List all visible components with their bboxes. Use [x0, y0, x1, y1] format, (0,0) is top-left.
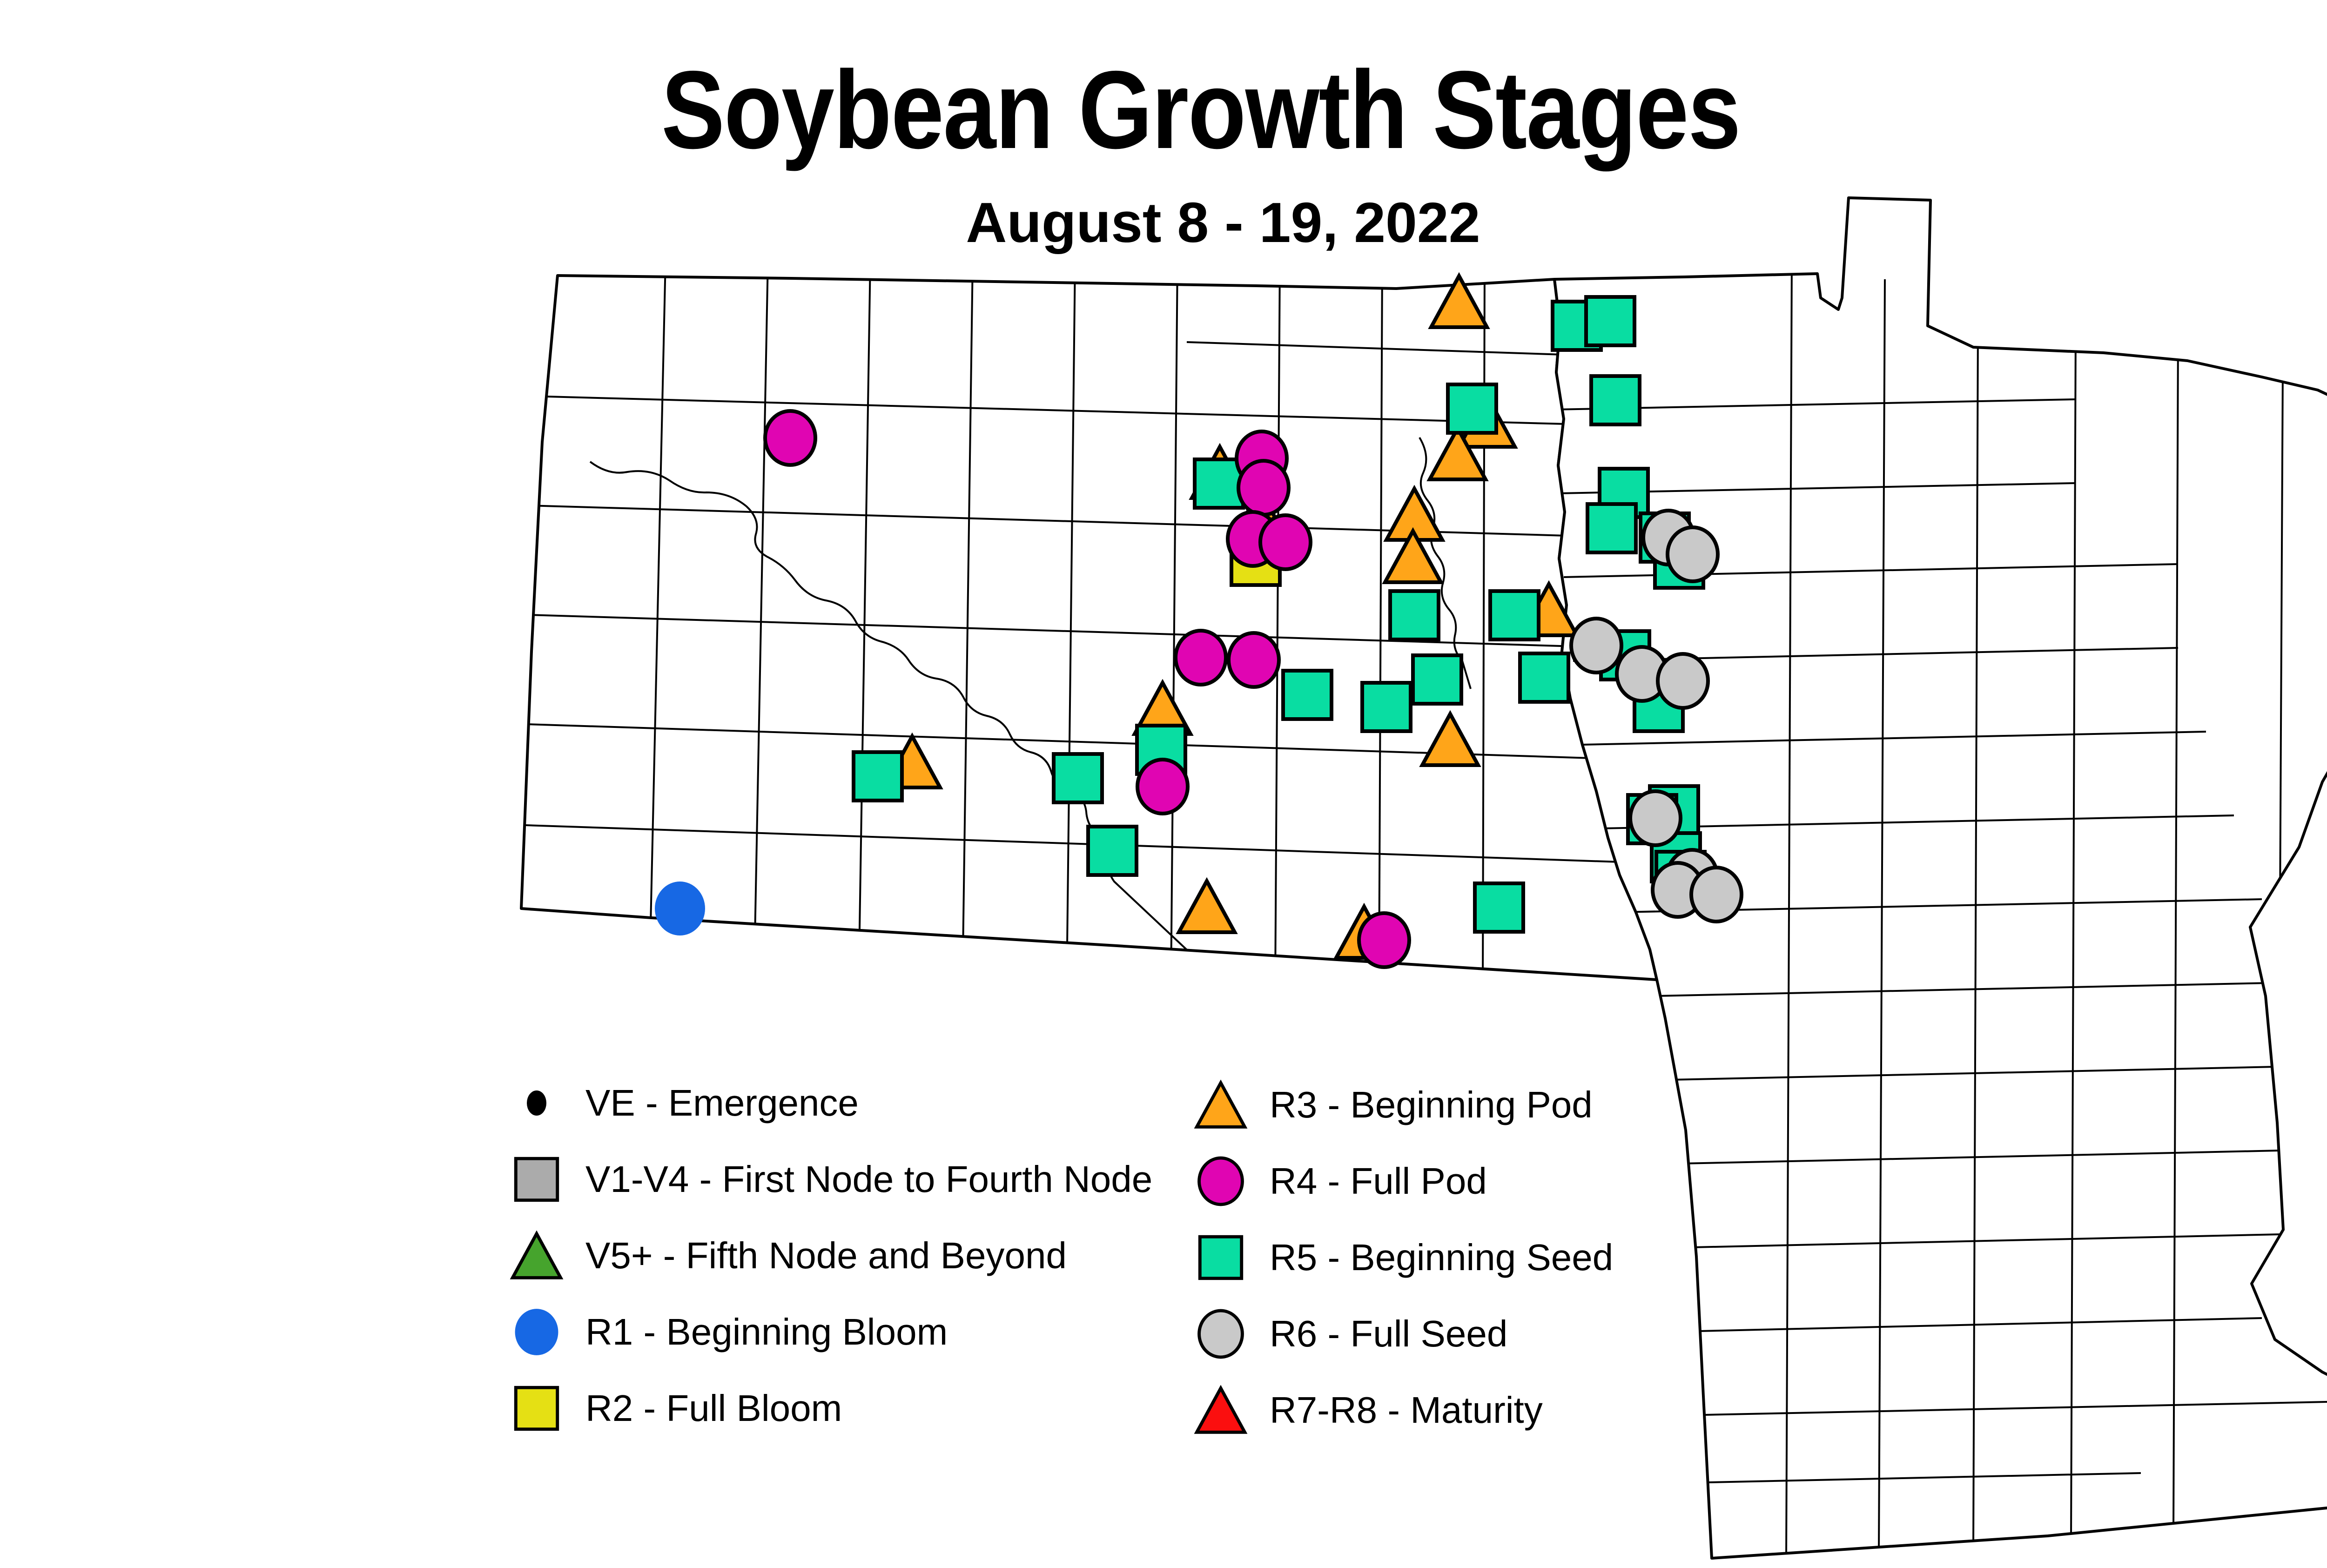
legend-item-VE: VE - Emergence — [502, 1065, 1152, 1141]
marker-R4 — [1227, 631, 1281, 689]
marker-R4 — [763, 409, 817, 467]
marker-R5 — [1589, 374, 1641, 426]
legend-circle-icon — [1197, 1309, 1244, 1359]
legend-item-V5+: V5+ - Fifth Node and Beyond — [502, 1218, 1152, 1294]
marker-R4 — [1136, 758, 1190, 815]
legend-triangle-icon — [1194, 1385, 1248, 1434]
legend-square-icon — [514, 1386, 559, 1431]
marker-R5 — [1518, 652, 1570, 704]
legend-label: VE - Emergence — [585, 1082, 859, 1124]
legend-label: R7-R8 - Maturity — [1270, 1389, 1543, 1431]
legend-item-R2: R2 - Full Bloom — [502, 1370, 1152, 1447]
legend-label: R1 - Beginning Bloom — [585, 1311, 948, 1353]
legend-dot-icon — [527, 1090, 546, 1116]
marker-R5 — [1086, 825, 1138, 877]
markers-layer — [655, 272, 1743, 969]
sheyenne-river — [1419, 437, 1472, 689]
marker-R5 — [1584, 295, 1636, 347]
page-title-text: Soybean Growth Stages — [661, 48, 1741, 172]
marker-R1 — [655, 882, 705, 935]
legend-circle-icon — [1197, 1156, 1244, 1206]
legend-item-R1: R1 - Beginning Bloom — [502, 1294, 1152, 1370]
legend-right-column: R3 - Beginning Pod R4 - Full Pod R5 - Begi… — [1186, 1067, 1613, 1448]
marker-R5 — [1360, 681, 1412, 733]
marker-R6 — [1656, 652, 1710, 710]
marker-R6 — [1666, 525, 1720, 583]
legend-item-R7-R8: R7-R8 - Maturity — [1186, 1372, 1613, 1448]
page-title: Soybean Growth Stages — [573, 47, 1828, 174]
marker-R5 — [852, 750, 904, 802]
marker-R3 — [1382, 527, 1444, 584]
legend-label: V1-V4 - First Node to Fourth Node — [585, 1158, 1153, 1200]
marker-R4 — [1258, 513, 1312, 571]
marker-R4 — [1174, 629, 1228, 686]
legend-label: R6 - Full Seed — [1270, 1313, 1508, 1354]
marker-R5 — [1473, 882, 1525, 934]
marker-R6 — [1689, 866, 1743, 923]
marker-R5 — [1586, 502, 1638, 554]
legend-left-column: VE - Emergence V1-V4 - First Node to Four… — [502, 1065, 1152, 1447]
legend-label: R2 - Full Bloom — [585, 1387, 842, 1429]
legend-item-V1-V4: V1-V4 - First Node to Fourth Node — [502, 1141, 1152, 1218]
legend-label: R3 - Beginning Pod — [1270, 1084, 1593, 1125]
marker-R5 — [1488, 589, 1540, 641]
marker-R5 — [1388, 589, 1440, 641]
legend-square-icon — [1198, 1235, 1244, 1280]
legend-label: R5 - Beginning Seed — [1270, 1237, 1614, 1278]
legend-item-R4: R4 - Full Pod — [1186, 1143, 1613, 1219]
marker-R5 — [1052, 752, 1104, 804]
marker-R4 — [1357, 911, 1411, 969]
marker-R6 — [1628, 789, 1682, 847]
marker-R5 — [1446, 383, 1498, 435]
legend-triangle-icon — [1194, 1079, 1248, 1129]
legend-square-icon — [514, 1157, 559, 1202]
marker-R4 — [1237, 459, 1291, 517]
marker-R6 — [1569, 617, 1623, 674]
legend-label: R4 - Full Pod — [1270, 1160, 1487, 1202]
legend-label: V5+ - Fifth Node and Beyond — [585, 1235, 1067, 1276]
legend-circle-icon — [515, 1309, 558, 1355]
marker-R5 — [1411, 653, 1463, 706]
marker-R3 — [1419, 710, 1481, 767]
marker-R5 — [1193, 458, 1245, 510]
legend-item-R5: R5 - Beginning Seed — [1186, 1219, 1613, 1296]
north-dakota-county-lines — [521, 276, 1620, 980]
page-subtitle: August 8 - 19, 2022 — [966, 191, 1480, 254]
marker-R5 — [1281, 669, 1333, 721]
legend-item-R3: R3 - Beginning Pod — [1186, 1067, 1613, 1143]
marker-R3 — [1176, 877, 1238, 934]
legend-item-R6: R6 - Full Seed — [1186, 1296, 1613, 1372]
marker-R3 — [1426, 424, 1489, 481]
legend-triangle-icon — [510, 1230, 564, 1279]
marker-R3 — [1428, 272, 1490, 329]
